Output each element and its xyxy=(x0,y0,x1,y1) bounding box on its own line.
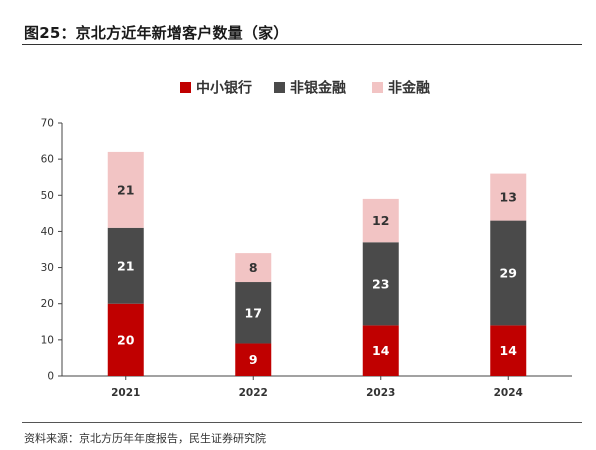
legend-label-2: 非银金融 xyxy=(290,80,346,97)
legend-label-3: 非金融 xyxy=(388,80,430,97)
data-label-2023-series-1: 14 xyxy=(372,343,390,358)
bar-2022-series-3 xyxy=(235,253,272,283)
x-tick-label-2022: 2022 xyxy=(239,387,268,399)
y-tick-label: 0 xyxy=(47,371,54,383)
y-tick-label: 60 xyxy=(41,154,54,166)
bar-2023-series-1 xyxy=(362,325,399,376)
source-divider xyxy=(22,422,582,423)
data-label-2022-series-1: 9 xyxy=(249,352,258,367)
bar-2024-series-1 xyxy=(490,325,527,376)
bar-2022-series-1 xyxy=(235,343,272,376)
data-label-2023-series-2: 23 xyxy=(372,276,389,291)
bar-2023-series-2 xyxy=(362,242,399,326)
legend-label-1: 中小银行 xyxy=(196,80,252,97)
data-label-2022-series-2: 17 xyxy=(245,305,262,320)
data-label-2021-series-2: 21 xyxy=(117,258,134,273)
data-label-2023-series-3: 12 xyxy=(372,213,389,228)
legend-swatch-3 xyxy=(372,82,383,93)
data-label-2024-series-2: 29 xyxy=(500,265,517,280)
y-tick-label: 40 xyxy=(41,226,54,238)
bar-2023-series-3 xyxy=(362,198,399,243)
legend-swatch-2 xyxy=(274,82,285,93)
data-label-2024-series-1: 14 xyxy=(500,343,518,358)
x-tick-label-2021: 2021 xyxy=(111,387,140,399)
bar-2024-series-3 xyxy=(490,173,527,221)
y-tick-label: 50 xyxy=(41,190,54,202)
y-tick-label: 20 xyxy=(41,298,54,310)
bar-2021-series-2 xyxy=(107,227,144,304)
x-tick-label-2023: 2023 xyxy=(366,387,395,399)
data-label-2024-series-3: 13 xyxy=(500,190,517,205)
data-label-2021-series-3: 21 xyxy=(117,182,134,197)
title-divider xyxy=(22,44,582,45)
stacked-bar-chart: 中小银行 非银金融 非金融01020304050607020212120219178… xyxy=(41,80,572,399)
figure-title: 图25：京北方近年新增客户数量（家） xyxy=(24,24,289,42)
x-tick-label-2024: 2024 xyxy=(494,387,523,399)
bar-2022-series-2 xyxy=(235,282,272,344)
source-note: 资料来源：京北方历年年度报告，民生证券研究院 xyxy=(24,432,266,445)
y-tick-label: 10 xyxy=(41,334,54,346)
data-label-2021-series-1: 20 xyxy=(117,332,135,347)
y-tick-label: 70 xyxy=(41,118,54,130)
bar-2021-series-1 xyxy=(107,303,144,376)
data-label-2022-series-3: 8 xyxy=(249,260,258,275)
legend-swatch-1 xyxy=(180,82,191,93)
bar-2021-series-3 xyxy=(107,151,144,228)
y-tick-label: 30 xyxy=(41,262,54,274)
bar-2024-series-2 xyxy=(490,220,527,326)
